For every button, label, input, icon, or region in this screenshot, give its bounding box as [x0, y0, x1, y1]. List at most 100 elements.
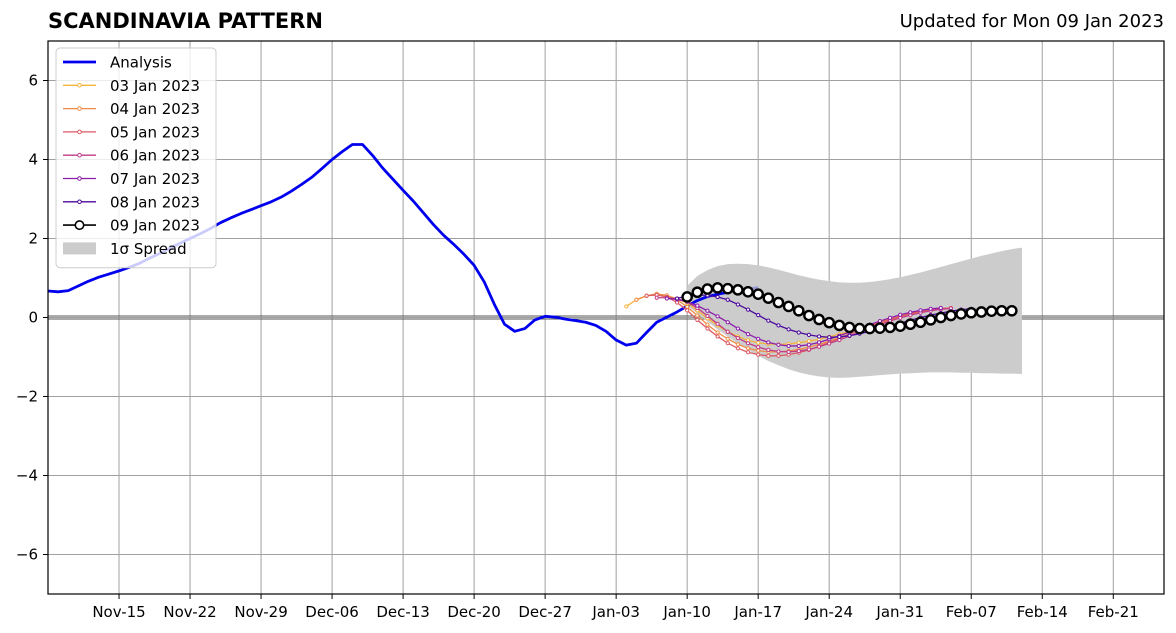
data-point [705, 308, 710, 313]
data-point [887, 315, 893, 320]
legend-label: Analysis [110, 54, 172, 72]
x-tick-label: Jan-10 [662, 603, 711, 621]
x-tick-label: Dec-13 [376, 603, 430, 621]
x-tick-label: Feb-07 [946, 603, 997, 621]
data-point [843, 321, 856, 334]
data-point [918, 308, 923, 313]
x-tick-label: Dec-27 [518, 603, 572, 621]
data-point [695, 317, 700, 322]
chart-title: SCANDINAVIA PATTERN [48, 9, 323, 33]
data-point [837, 334, 842, 339]
data-point [935, 311, 947, 324]
data-point [796, 348, 801, 354]
data-point [908, 310, 913, 315]
data-point [745, 346, 751, 351]
data-point [813, 313, 825, 326]
data-point [745, 341, 751, 346]
legend-marker [77, 152, 82, 158]
data-point [685, 304, 690, 309]
data-point [853, 322, 866, 335]
legend: Analysis 03 Jan 2023 04 Jan 2023 05 Jan 202… [55, 47, 217, 269]
x-tick-label: Jan-03 [591, 603, 640, 621]
legend-label: 06 Jan 2023 [110, 147, 200, 165]
data-point [827, 341, 832, 346]
x-tick-label: Jan-24 [804, 603, 853, 621]
data-point [847, 333, 852, 338]
data-point [735, 326, 740, 331]
data-point [756, 313, 761, 318]
legend-swatch [63, 242, 96, 255]
data-point [833, 319, 846, 332]
y-tick-label: −2 [16, 388, 38, 406]
data-point [792, 304, 805, 317]
data-point [705, 326, 710, 331]
data-point [975, 306, 988, 318]
data-point [803, 309, 815, 322]
data-point [735, 342, 740, 347]
x-tick-label: Nov-22 [163, 603, 216, 621]
data-point [894, 320, 907, 332]
data-point [766, 340, 771, 345]
data-point [827, 335, 832, 340]
data-point [766, 353, 771, 358]
data-point [715, 321, 720, 326]
legend-label: 04 Jan 2023 [110, 100, 200, 118]
data-point [914, 316, 927, 329]
data-point [782, 300, 795, 313]
data-point [786, 349, 791, 354]
data-point [756, 336, 761, 341]
data-point [928, 306, 933, 311]
data-point [756, 352, 761, 357]
data-point [745, 307, 751, 312]
data-point [715, 294, 720, 300]
data-point [654, 295, 659, 300]
x-tick-label: Nov-29 [234, 603, 287, 621]
data-point [742, 286, 754, 298]
data-point [634, 297, 639, 302]
y-tick-label: 0 [28, 309, 38, 327]
data-point [705, 322, 710, 327]
data-point [705, 313, 710, 319]
data-point [691, 286, 704, 299]
data-point [806, 332, 812, 337]
legend-marker [74, 220, 85, 231]
legend-marker [77, 199, 82, 205]
legend-marker [77, 176, 82, 181]
data-point [732, 284, 744, 296]
data-point [985, 305, 998, 317]
data-point [701, 283, 714, 295]
legend-box [55, 47, 217, 269]
data-point [752, 288, 764, 300]
data-point [715, 314, 720, 319]
data-point [745, 350, 751, 355]
data-point [796, 343, 801, 349]
x-tick-label: Feb-21 [1088, 603, 1139, 621]
data-point [955, 308, 967, 320]
data-point [904, 318, 917, 331]
data-point [816, 340, 822, 345]
data-point [711, 282, 724, 294]
data-point [756, 340, 761, 345]
y-tick-label: 4 [28, 151, 38, 169]
legend-label: 03 Jan 2023 [110, 77, 200, 95]
data-point [874, 322, 886, 334]
data-point [863, 322, 876, 335]
data-point [745, 331, 751, 337]
data-point [725, 297, 730, 302]
y-tick-label: −6 [16, 546, 38, 564]
data-point [756, 345, 761, 350]
data-point [725, 336, 730, 341]
data-point [1006, 304, 1018, 317]
data-point [725, 329, 730, 334]
data-point [823, 316, 836, 329]
data-point [806, 347, 812, 352]
data-point [816, 344, 822, 349]
chart-subtitle: Updated for Mon 09 Jan 2023 [899, 11, 1164, 32]
x-tick-label: Dec-20 [447, 603, 501, 621]
y-tick-label: −4 [16, 467, 38, 485]
legend-label: 07 Jan 2023 [110, 170, 200, 188]
data-point [756, 348, 761, 353]
x-tick-label: Dec-06 [305, 603, 359, 621]
data-point [644, 293, 649, 298]
data-point [725, 320, 730, 325]
